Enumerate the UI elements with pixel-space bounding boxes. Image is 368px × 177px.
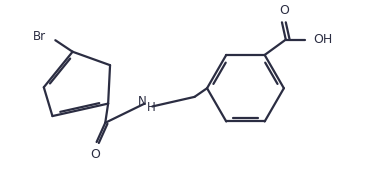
Text: H: H (147, 101, 156, 114)
Text: N: N (138, 95, 147, 108)
Text: O: O (90, 148, 100, 161)
Text: Br: Br (33, 30, 46, 43)
Text: OH: OH (314, 33, 333, 46)
Text: O: O (279, 4, 289, 17)
